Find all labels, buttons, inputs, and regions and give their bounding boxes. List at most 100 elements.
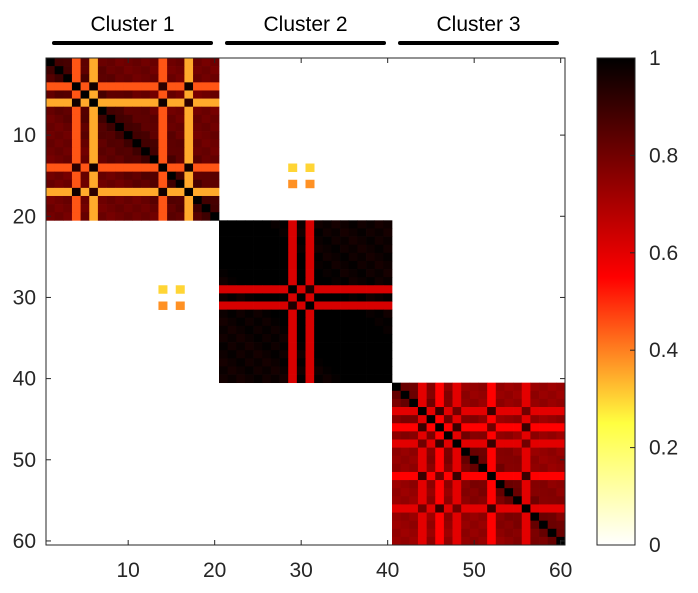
heatmap-cell <box>253 374 263 384</box>
heatmap-cell <box>539 480 549 489</box>
heatmap-cell <box>469 471 479 481</box>
heatmap-cell <box>158 163 168 172</box>
heatmap-cell <box>167 131 177 140</box>
heatmap-cell <box>279 244 289 254</box>
heatmap-cell <box>556 488 566 497</box>
heatmap-cell <box>175 90 185 99</box>
heatmap-cell <box>71 195 81 205</box>
heatmap-cell <box>210 147 220 156</box>
heatmap-cell <box>288 220 298 229</box>
heatmap-cell <box>201 58 211 67</box>
heatmap-cell <box>452 455 462 465</box>
heatmap-cell <box>409 536 419 546</box>
heatmap-cell <box>443 382 453 392</box>
heatmap-cell <box>262 236 272 246</box>
heatmap-cell <box>236 236 246 246</box>
heatmap-cell <box>288 301 298 310</box>
heatmap-cell <box>374 301 384 310</box>
heatmap-cell <box>348 228 358 237</box>
heatmap-cell <box>487 463 497 473</box>
heatmap-cell <box>149 171 159 181</box>
heatmap-cell <box>279 366 289 375</box>
heatmap-cell <box>417 471 427 481</box>
heatmap-cell <box>539 488 549 497</box>
heatmap-cell <box>253 220 263 229</box>
heatmap-cell <box>97 82 107 91</box>
heatmap-cell <box>149 139 159 148</box>
heatmap-cell <box>392 528 401 538</box>
heatmap-cell <box>244 244 254 254</box>
heatmap-cell <box>149 147 159 156</box>
heatmap-cell <box>227 342 237 351</box>
heatmap-cell <box>54 90 64 99</box>
heatmap-cell <box>253 301 263 310</box>
heatmap-cell <box>210 171 220 181</box>
heatmap-cell <box>340 342 350 351</box>
heatmap-cell <box>123 195 133 205</box>
heatmap-cell <box>262 228 272 237</box>
heatmap-cell <box>383 220 393 229</box>
heatmap-cell <box>244 236 254 246</box>
heatmap-cell <box>504 528 514 538</box>
heatmap-cell <box>63 106 73 116</box>
heatmap-cell <box>417 520 427 530</box>
heatmap-cell <box>193 163 203 172</box>
heatmap-cell <box>374 293 384 302</box>
heatmap-cell <box>63 98 73 108</box>
heatmap-cell <box>417 431 427 440</box>
heatmap-cell <box>123 114 133 124</box>
heatmap-cell <box>141 147 151 156</box>
heatmap-cell <box>547 496 557 505</box>
heatmap-cell <box>193 131 203 140</box>
heatmap-cell <box>487 504 497 513</box>
heatmap-cell <box>296 277 306 286</box>
heatmap-cell <box>443 496 453 505</box>
heatmap-cell <box>547 471 557 481</box>
heatmap-cell <box>478 512 488 521</box>
heatmap-cell <box>270 358 280 367</box>
heatmap-cell <box>452 536 462 546</box>
heatmap-cell <box>132 131 142 140</box>
heatmap-cell <box>97 212 107 221</box>
heatmap-cell <box>322 301 332 310</box>
heatmap-cell <box>175 187 185 197</box>
heatmap-cell <box>331 252 341 262</box>
heatmap-cell <box>219 293 228 302</box>
heatmap-cell <box>80 179 90 189</box>
heatmap-cell <box>461 504 471 513</box>
heatmap-cell <box>495 431 505 440</box>
heatmap-cell <box>219 342 228 351</box>
heatmap-cell <box>227 252 237 262</box>
heatmap-cell <box>253 277 263 286</box>
heatmap-cell <box>63 163 73 172</box>
heatmap-cell <box>469 439 479 448</box>
heatmap-cell <box>236 350 246 359</box>
heatmap-cell <box>322 260 332 270</box>
heatmap-cell <box>314 260 324 270</box>
heatmap-cell <box>521 471 531 481</box>
heatmap-cell <box>132 179 142 189</box>
heatmap-cell <box>97 58 107 67</box>
heatmap-cell <box>89 98 99 108</box>
heatmap-cell <box>443 390 453 400</box>
heatmap-cell <box>539 439 549 448</box>
heatmap-cell <box>158 285 168 294</box>
heatmap-cell <box>89 155 99 164</box>
heatmap-cell <box>296 333 306 343</box>
heatmap-cell <box>417 382 427 392</box>
heatmap-cell <box>288 252 298 262</box>
heatmap-cell <box>296 293 306 302</box>
heatmap-cell <box>253 342 263 351</box>
heatmap-cell <box>461 512 471 521</box>
heatmap-cell <box>219 309 228 319</box>
heatmap-cell <box>80 212 90 221</box>
heatmap-cell <box>46 74 55 83</box>
heatmap-cell <box>184 66 194 75</box>
heatmap-cell <box>374 333 384 343</box>
heatmap-cell <box>539 504 549 513</box>
heatmap-cell <box>270 228 280 237</box>
heatmap-cell <box>97 114 107 124</box>
heatmap-cell <box>54 139 64 148</box>
heatmap-cell <box>89 106 99 116</box>
heatmap-cell <box>340 252 350 262</box>
